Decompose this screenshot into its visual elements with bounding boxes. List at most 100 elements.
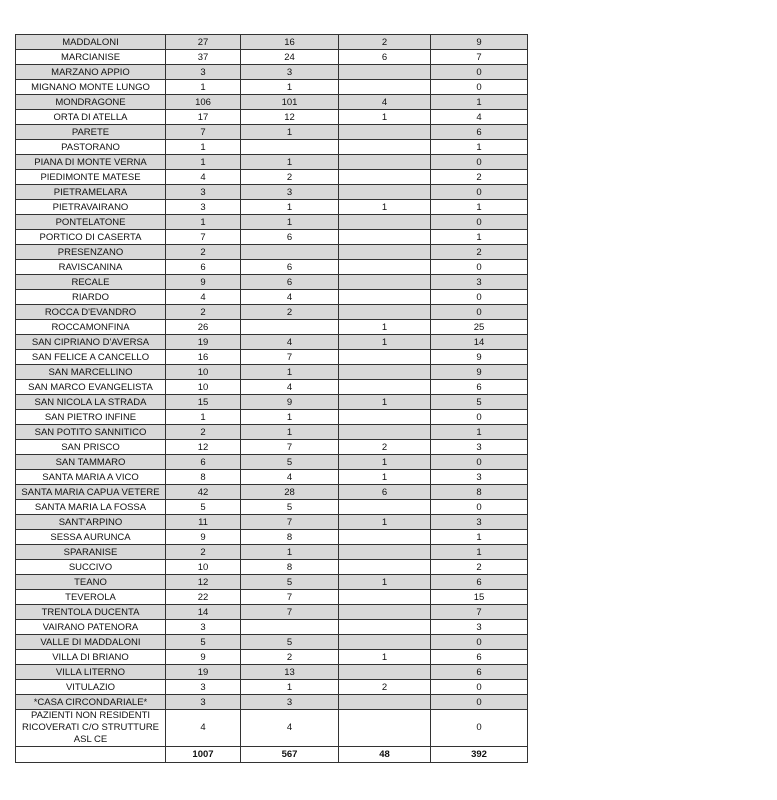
col4-cell: 1 [430, 229, 528, 245]
total-cases-cell: 3 [165, 64, 241, 80]
col4-cell: 4 [430, 109, 528, 125]
municipality-cell: SAN TAMMARO [15, 454, 166, 470]
col2-cell: 8 [240, 529, 339, 545]
col3-cell [338, 424, 431, 440]
col3-cell [338, 559, 431, 575]
col2-cell: 5 [240, 574, 339, 590]
col4-cell: 6 [430, 574, 528, 590]
municipality-cell: RECALE [15, 274, 166, 290]
table-row: MADDALONI 27 16 2 9 [15, 34, 528, 50]
table-row: PARETE 7 1 6 [15, 124, 528, 140]
table-row: RIARDO 4 4 0 [15, 289, 528, 305]
table-row: SESSA AURUNCA 9 8 1 [15, 529, 528, 545]
table-row: SAN POTITO SANNITICO 2 1 1 [15, 424, 528, 440]
table-row: MIGNANO MONTE LUNGO 1 1 0 [15, 79, 528, 95]
municipality-cell: PRESENZANO [15, 244, 166, 260]
col3-cell: 1 [338, 514, 431, 530]
col4-cell: 2 [430, 244, 528, 260]
col4-cell: 6 [430, 664, 528, 680]
col4-cell: 0 [430, 709, 528, 747]
col4-cell: 2 [430, 559, 528, 575]
col4-cell: 0 [430, 64, 528, 80]
col2-cell: 101 [240, 94, 339, 110]
table-row: ORTA DI ATELLA 17 12 1 4 [15, 109, 528, 125]
table-row: SUCCIVO 10 8 2 [15, 559, 528, 575]
total-cases-cell: 12 [165, 574, 241, 590]
col4-cell: 1 [430, 94, 528, 110]
total-cases-cell: 7 [165, 229, 241, 245]
col3-cell [338, 289, 431, 305]
col2-cell: 6 [240, 229, 339, 245]
col4-cell: 0 [430, 409, 528, 425]
col4-cell: 1 [430, 529, 528, 545]
col4-cell: 8 [430, 484, 528, 500]
table-row: SAN PIETRO INFINE 1 1 0 [15, 409, 528, 425]
total-cases-cell: 16 [165, 349, 241, 365]
table-row: SPARANISE 2 1 1 [15, 544, 528, 560]
table-row: PORTICO DI CASERTA 7 6 1 [15, 229, 528, 245]
municipality-cell: VITULAZIO [15, 679, 166, 695]
table-row: TRENTOLA DUCENTA 14 7 7 [15, 604, 528, 620]
col2-cell: 6 [240, 274, 339, 290]
total-cases-cell: 1 [165, 214, 241, 230]
col2-cell [240, 244, 339, 260]
table-row: PASTORANO 1 1 [15, 139, 528, 155]
municipality-cell: MONDRAGONE [15, 94, 166, 110]
col4-cell: 6 [430, 379, 528, 395]
col2-cell: 4 [240, 379, 339, 395]
total-cases-cell: 1 [165, 154, 241, 170]
col3-cell [338, 589, 431, 605]
table-row: TEANO 12 5 1 6 [15, 574, 528, 590]
total-col2-cell: 567 [240, 746, 339, 763]
table-row: SANT'ARPINO 11 7 1 3 [15, 514, 528, 530]
col2-cell: 6 [240, 259, 339, 275]
total-cases-cell: 3 [165, 619, 241, 635]
col4-cell: 3 [430, 619, 528, 635]
municipality-cell: PORTICO DI CASERTA [15, 229, 166, 245]
col4-cell: 6 [430, 649, 528, 665]
col3-cell [338, 304, 431, 320]
col3-cell: 1 [338, 469, 431, 485]
col3-cell [338, 79, 431, 95]
col2-cell: 1 [240, 214, 339, 230]
table-row: SAN PRISCO 12 7 2 3 [15, 439, 528, 455]
col3-cell: 2 [338, 679, 431, 695]
municipality-cell: PAZIENTI NON RESIDENTI RICOVERATI C/O ST… [15, 709, 166, 747]
municipality-cell: *CASA CIRCONDARIALE* [15, 694, 166, 710]
total-cases-cell: 26 [165, 319, 241, 335]
total-cases-cell: 6 [165, 259, 241, 275]
total-cases-cell: 9 [165, 274, 241, 290]
col3-cell [338, 124, 431, 140]
total-cases-cell: 27 [165, 34, 241, 50]
total-cases-cell: 3 [165, 199, 241, 215]
col4-cell: 0 [430, 679, 528, 695]
col2-cell: 1 [240, 79, 339, 95]
total-total-cases-cell: 1007 [165, 746, 241, 763]
col4-cell: 0 [430, 499, 528, 515]
col3-cell [338, 619, 431, 635]
municipality-cell: SANTA MARIA CAPUA VETERE [15, 484, 166, 500]
total-cases-cell: 9 [165, 649, 241, 665]
total-cases-cell: 1 [165, 79, 241, 95]
col4-cell: 0 [430, 289, 528, 305]
municipality-cell: MADDALONI [15, 34, 166, 50]
col2-cell: 7 [240, 514, 339, 530]
total-cases-cell: 5 [165, 634, 241, 650]
col4-cell: 15 [430, 589, 528, 605]
col4-cell: 5 [430, 394, 528, 410]
col3-cell: 4 [338, 94, 431, 110]
table-row: PIEDIMONTE MATESE 4 2 2 [15, 169, 528, 185]
col4-cell: 0 [430, 184, 528, 200]
col4-cell: 2 [430, 169, 528, 185]
table-row: RAVISCANINA 6 6 0 [15, 259, 528, 275]
municipality-cell: SANT'ARPINO [15, 514, 166, 530]
col2-cell: 28 [240, 484, 339, 500]
total-cases-cell: 5 [165, 499, 241, 515]
municipality-cell: SAN PIETRO INFINE [15, 409, 166, 425]
col4-cell: 1 [430, 199, 528, 215]
col2-cell: 3 [240, 64, 339, 80]
table-row: SANTA MARIA LA FOSSA 5 5 0 [15, 499, 528, 515]
col3-cell [338, 154, 431, 170]
municipality-cell: VILLA LITERNO [15, 664, 166, 680]
total-cases-cell: 9 [165, 529, 241, 545]
